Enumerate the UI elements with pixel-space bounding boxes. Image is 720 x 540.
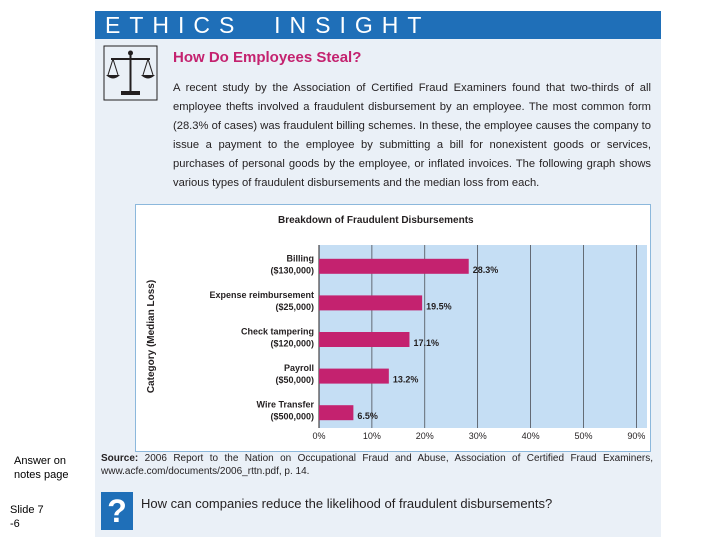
x-tick-label: 0%: [312, 431, 325, 441]
bar: [319, 332, 410, 347]
data-label: 13.2%: [393, 375, 419, 385]
x-tick-label: 30%: [469, 431, 487, 441]
bar: [319, 258, 469, 274]
category-label: Check tampering: [241, 327, 314, 337]
source-label: Source:: [101, 453, 139, 464]
data-label: 28.3%: [473, 265, 499, 275]
category-loss-label: ($130,000): [270, 265, 314, 275]
x-tick-label: 90%: [627, 431, 645, 441]
discussion-question: How can companies reduce the likelihood …: [141, 496, 553, 511]
category-loss-label: ($25,000): [275, 302, 314, 312]
section-title: How Do Employees Steal?: [173, 49, 362, 66]
bar: [319, 295, 423, 311]
category-loss-label: ($50,000): [275, 375, 314, 385]
x-tick-label: 10%: [363, 431, 381, 441]
source-text: 2006 Report to the Nation on Occupationa…: [101, 453, 653, 477]
justice-scale-icon: [103, 45, 158, 101]
bar: [319, 368, 389, 384]
data-label: 6.5%: [357, 411, 378, 421]
ethics-insight-panel: ETHICS INSIGHT How Do Employees Steal? A…: [95, 11, 661, 537]
category-label: Billing: [287, 253, 315, 263]
section-body: A recent study by the Association of Cer…: [173, 82, 651, 189]
x-tick-label: 50%: [575, 431, 593, 441]
banner-title: ETHICS INSIGHT: [95, 11, 661, 39]
y-axis-title: Category (Median Loss): [146, 280, 157, 393]
data-label: 19.5%: [426, 301, 452, 311]
category-loss-label: ($500,000): [270, 412, 314, 422]
chart-canvas: Breakdown of Fraudulent Disbursements 0% 1…: [146, 215, 647, 441]
slide-number: Slide 7 -6: [10, 504, 44, 530]
source-note: Source: 2006 Report to the Nation on Occ…: [101, 452, 653, 478]
category-label: Wire Transfer: [257, 400, 315, 410]
chart-title: Breakdown of Fraudulent Disbursements: [278, 215, 474, 226]
fraud-chart: Breakdown of Fraudulent Disbursements 0% 1…: [135, 204, 651, 452]
category-loss-label: ($120,000): [270, 339, 314, 349]
category-label: Expense reimbursement: [209, 290, 314, 300]
data-label: 17.1%: [413, 338, 439, 348]
x-tick-label: 20%: [416, 431, 434, 441]
answer-note: Answer on notes page: [14, 455, 69, 481]
category-label: Payroll: [284, 363, 314, 373]
x-tick-label: 40%: [522, 431, 540, 441]
question-icon: ?: [101, 492, 133, 530]
bar: [319, 405, 354, 421]
